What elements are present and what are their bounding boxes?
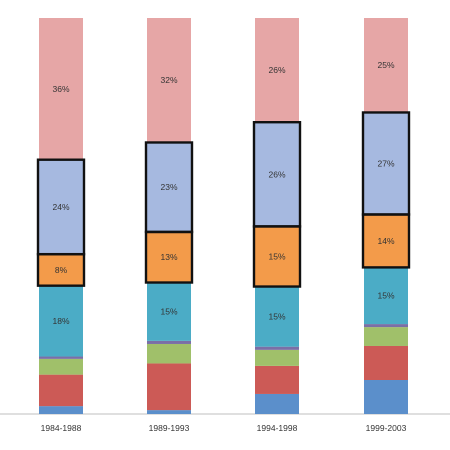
highlight-box-0-6 [36, 158, 86, 256]
x-tick-label-3: 1999-2003 [366, 423, 407, 433]
bar-segment-1-6 [147, 142, 191, 232]
data-label-1-5: 13% [160, 252, 177, 262]
bars-group [39, 18, 408, 414]
data-label-3-5: 14% [377, 236, 394, 246]
highlight-box-2-6 [252, 121, 302, 228]
bar-segment-3-1 [364, 345, 408, 380]
bar-segment-1-0 [147, 410, 191, 414]
x-tick-label-1: 1989-1993 [149, 423, 190, 433]
bar-segment-1-5 [147, 231, 191, 283]
bar-segment-1-4 [147, 282, 191, 341]
x-tick-label-0: 1984-1988 [41, 423, 82, 433]
data-label-2-5: 15% [268, 251, 285, 261]
data-label-1-4: 15% [160, 307, 177, 317]
data-label-0-5: 8% [55, 265, 68, 275]
data-label-1-6: 23% [160, 182, 177, 192]
bar-segment-3-5 [364, 214, 408, 268]
data-label-2-6: 26% [268, 169, 285, 179]
bar-segment-2-1 [255, 365, 299, 394]
bar-segment-0-7 [39, 18, 83, 160]
data-label-0-6: 24% [52, 202, 69, 212]
bar-segment-2-6 [255, 122, 299, 227]
bar-segment-3-4 [364, 267, 408, 325]
data-label-3-4: 15% [377, 291, 394, 301]
data-label-3-6: 27% [377, 158, 394, 168]
bar-segment-3-2 [364, 327, 408, 346]
bar-segment-1-2 [147, 343, 191, 364]
bar-segment-2-2 [255, 349, 299, 366]
bar-segment-0-2 [39, 358, 83, 375]
bar-segment-0-1 [39, 374, 83, 407]
highlight-box-1-6 [144, 141, 194, 234]
x-tick-label-2: 1994-1998 [257, 423, 298, 433]
highlight-boxes [36, 111, 411, 288]
bar-segment-2-5 [255, 226, 299, 287]
bar-segment-0-0 [39, 406, 83, 414]
bar-segment-0-5 [39, 254, 83, 286]
bar-segment-1-7 [147, 18, 191, 143]
bar-segment-0-6 [39, 159, 83, 255]
bar-segment-3-3 [364, 324, 408, 328]
data-label-3-7: 25% [377, 60, 394, 70]
bar-segment-3-7 [364, 18, 408, 113]
bar-segment-0-4 [39, 285, 83, 357]
bar-segment-1-1 [147, 363, 191, 411]
bar-segment-2-7 [255, 18, 299, 123]
data-label-2-7: 26% [268, 65, 285, 75]
bar-segment-3-6 [364, 112, 408, 215]
bar-segment-2-4 [255, 286, 299, 347]
highlight-box-3-6 [361, 111, 411, 216]
bar-segment-2-0 [255, 393, 299, 414]
data-label-2-4: 15% [268, 312, 285, 322]
bar-segment-1-3 [147, 340, 191, 344]
segment-labels: 18% 8% 24% 36% 15% 13% 23% 32% 15% 15% 26% 26% 15% 14… [52, 60, 394, 326]
data-label-0-4: 18% [52, 316, 69, 326]
data-label-0-7: 36% [52, 84, 69, 94]
bar-segment-3-0 [364, 379, 408, 414]
bar-segment-2-3 [255, 346, 299, 350]
bar-segment-0-3 [39, 356, 83, 359]
data-label-1-7: 32% [160, 75, 177, 85]
x-axis-ticks: 1984-1988 1989-1993 1994-1998 1999-2003 [41, 423, 407, 433]
